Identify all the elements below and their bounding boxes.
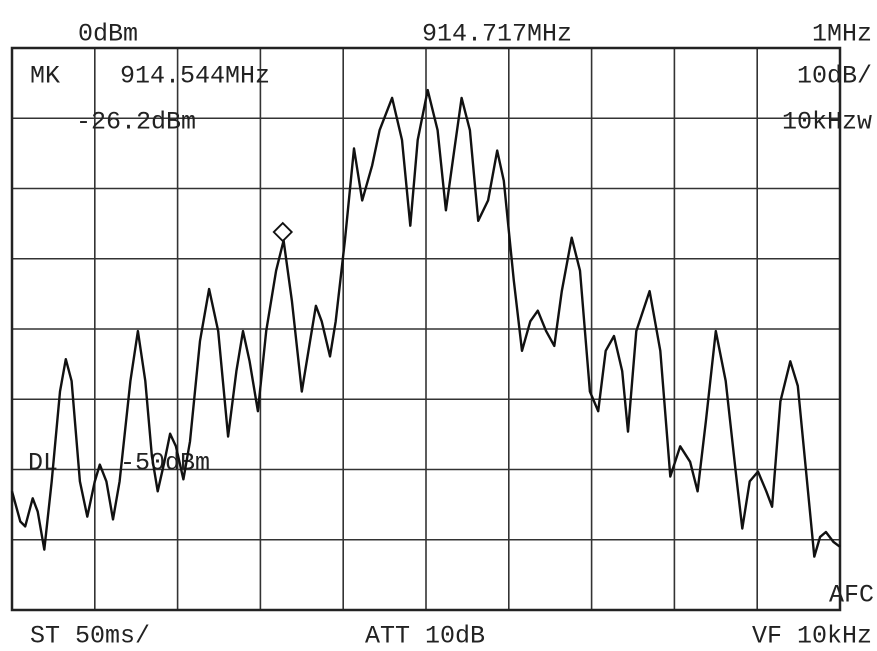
video-filter: VF 10kHz [752,622,872,651]
sweep-time: ST 50ms/ [30,622,150,651]
rbw: 10kHzw [782,108,872,137]
marker [272,221,294,243]
span: 1MHz [812,20,872,49]
attenuation: ATT 10dB [365,622,485,651]
reference-level: 0dBm [78,20,138,49]
center-frequency: 914.717MHz [422,20,572,49]
trace [10,88,841,558]
plot-frame [10,46,842,612]
marker-frequency: 914.544MHz [120,62,270,91]
afc: AFC [829,581,874,610]
marker-label: MK [30,62,60,91]
grid [12,48,840,610]
marker-level: -26.2dBm [76,108,196,137]
scale: 10dB/ [797,62,872,91]
